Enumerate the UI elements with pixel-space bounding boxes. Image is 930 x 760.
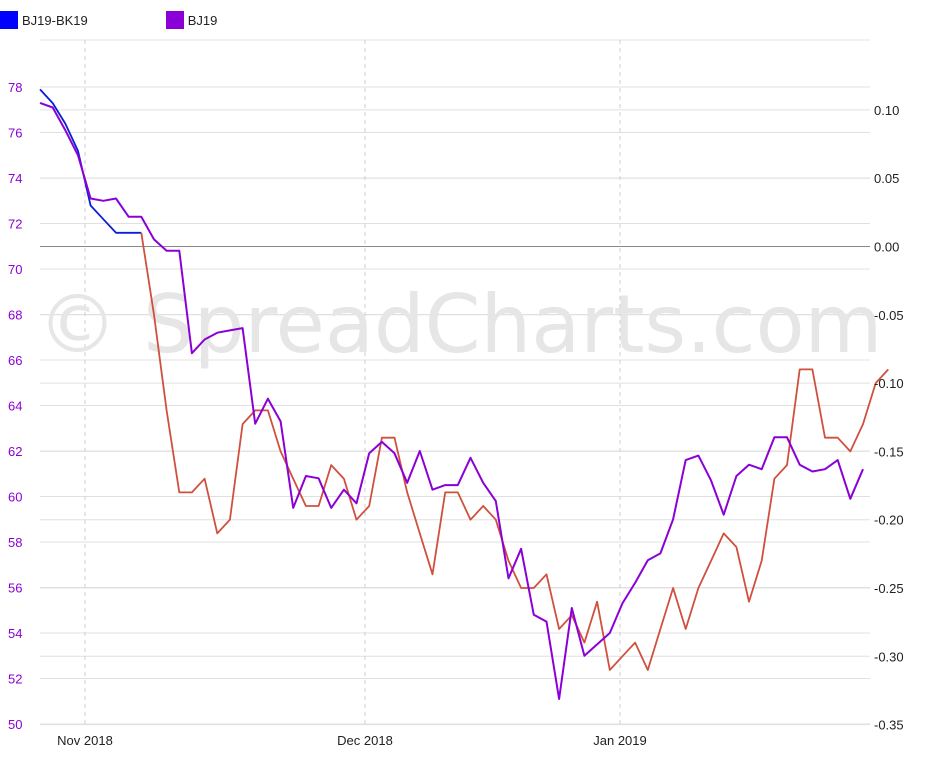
legend-swatch-bj19 <box>165 11 184 29</box>
series-line-spread-segment-1 <box>140 232 889 671</box>
right-axis: -0.35 -0.30 -0.25 -0.20 -0.15 -0.10 -0.05 0.00 0… <box>874 103 904 733</box>
right-tick-label--0.35: -0.35 <box>874 718 904 733</box>
right-tick-label-0.00: 0.00 <box>874 240 899 255</box>
right-tick-label--0.20: -0.20 <box>874 513 904 528</box>
legend-label-spread: BJ19-BK19 <box>22 12 88 28</box>
legend-item-spread[interactable]: BJ19-BK19 <box>0 11 88 29</box>
x-tick-label-0: Nov 2018 <box>57 733 113 748</box>
left-tick-label-64: 64 <box>8 399 22 414</box>
x-tick-label-1: Dec 2018 <box>337 733 393 748</box>
legend-swatch-spread <box>0 11 18 29</box>
left-tick-label-52: 52 <box>8 672 22 687</box>
legend-item-bj19[interactable]: BJ19 <box>165 11 218 29</box>
left-tick-label-78: 78 <box>8 80 22 95</box>
series <box>39 88 889 700</box>
right-tick-label--0.10: -0.10 <box>874 376 904 391</box>
right-tick-label--0.15: -0.15 <box>874 444 904 459</box>
left-tick-label-50: 50 <box>8 717 22 732</box>
right-tick-label-0.10: 0.10 <box>874 103 899 118</box>
left-tick-label-56: 56 <box>8 581 22 596</box>
left-tick-label-54: 54 <box>8 626 22 641</box>
left-tick-label-58: 58 <box>8 535 22 550</box>
left-tick-label-60: 60 <box>8 490 22 505</box>
left-tick-label-66: 66 <box>8 353 22 368</box>
left-tick-label-76: 76 <box>8 126 22 141</box>
left-tick-label-72: 72 <box>8 217 22 232</box>
legend-label-bj19: BJ19 <box>187 12 218 28</box>
grid <box>40 39 870 726</box>
left-tick-label-68: 68 <box>8 308 22 323</box>
left-tick-label-70: 70 <box>8 262 22 277</box>
x-axis: Nov 2018 Dec 2018 Jan 2019 <box>57 733 647 748</box>
x-tick-label-2: Jan 2019 <box>593 733 647 748</box>
right-tick-label--0.05: -0.05 <box>874 308 904 323</box>
series-line-spread-segment-0 <box>39 88 142 234</box>
watermark: © SpreadCharts.com <box>38 278 883 371</box>
left-axis: 50 52 54 56 58 60 62 64 66 68 70 72 74 76 78 <box>8 80 22 732</box>
legend: BJ19-BK19 BJ19 <box>0 10 217 30</box>
left-tick-label-62: 62 <box>8 444 22 459</box>
right-tick-label--0.30: -0.30 <box>874 649 904 664</box>
series-line-bj19 <box>39 101 864 700</box>
left-tick-label-74: 74 <box>8 171 22 186</box>
right-tick-label-0.05: 0.05 <box>874 171 899 186</box>
right-tick-label--0.25: -0.25 <box>874 581 904 596</box>
